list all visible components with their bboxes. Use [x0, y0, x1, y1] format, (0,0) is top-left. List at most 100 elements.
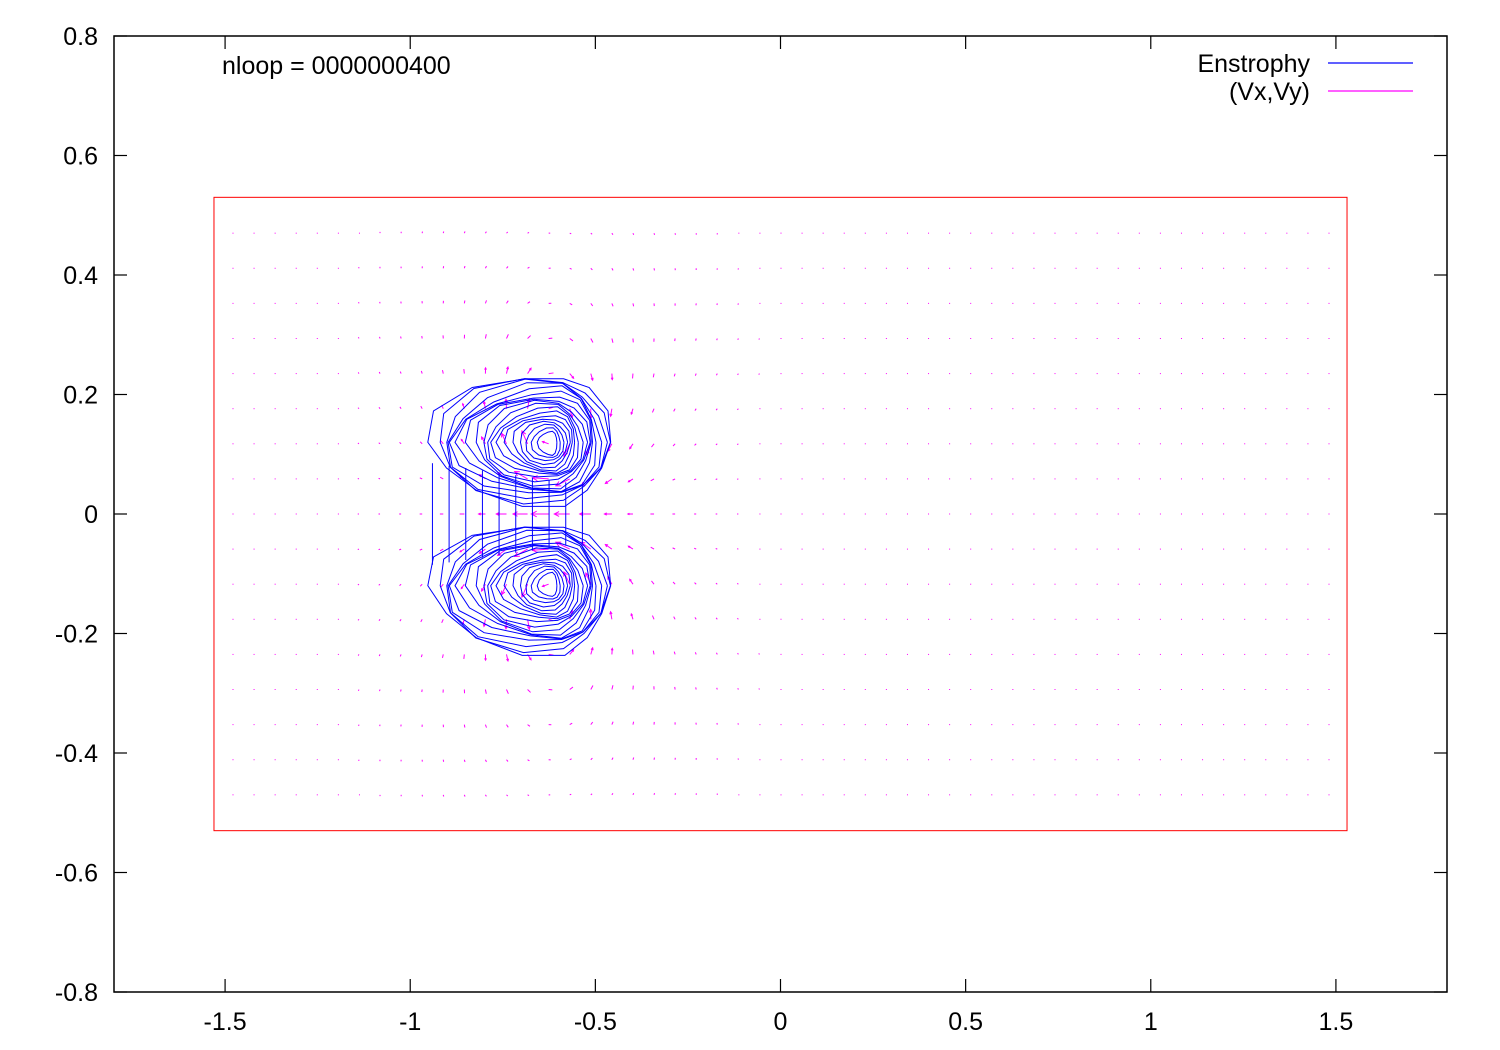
velocity-vector — [632, 757, 635, 760]
enstrophy-contour — [512, 418, 571, 469]
velocity-vector — [527, 266, 530, 269]
velocity-vector — [563, 571, 571, 585]
velocity-vector — [758, 338, 760, 340]
x-tick-label: 1.5 — [1319, 1008, 1354, 1036]
velocity-vector — [506, 366, 509, 374]
velocity-vector — [569, 338, 574, 342]
velocity-vector — [652, 650, 655, 655]
velocity-vector — [484, 759, 487, 763]
velocity-arrowhead — [553, 511, 560, 517]
velocity-vector — [590, 685, 594, 690]
velocity-vector — [736, 443, 739, 446]
velocity-vector — [758, 653, 760, 655]
velocity-vector — [378, 548, 381, 551]
velocity-vector — [400, 689, 402, 692]
velocity-vector — [716, 373, 718, 376]
velocity-vector — [378, 477, 381, 480]
enstrophy-contour — [487, 547, 584, 623]
velocity-vector — [441, 654, 444, 659]
velocity-vector — [378, 619, 381, 621]
velocity-vector — [506, 759, 509, 762]
velocity-arrowhead — [629, 578, 632, 582]
plot-frame — [113, 35, 1448, 993]
velocity-vector — [527, 232, 530, 234]
velocity-vector — [716, 338, 718, 341]
x-tick-label: 1 — [1144, 1008, 1158, 1036]
velocity-vector — [590, 793, 593, 796]
velocity-vector — [439, 476, 444, 480]
velocity-vector — [605, 478, 613, 484]
velocity-vector — [527, 794, 530, 796]
velocity-arrowhead — [609, 610, 613, 615]
enstrophy-contour — [490, 406, 579, 475]
enstrophy-contour — [448, 532, 597, 640]
velocity-vector — [419, 583, 423, 587]
enstrophy-contour — [427, 526, 612, 656]
velocity-vector — [651, 443, 655, 448]
velocity-arrowhead — [604, 543, 609, 548]
velocity-vector — [611, 721, 614, 725]
velocity-vector — [715, 582, 718, 585]
velocity-arrowhead — [526, 625, 531, 631]
velocity-vector — [463, 794, 466, 797]
y-tick-labels: 0.8 0.6 0.4 0.2 0 -0.2 -0.4 -0.6 -0.8 — [55, 23, 98, 1007]
velocity-arrowhead — [461, 402, 465, 406]
velocity-arrowhead — [513, 551, 520, 558]
velocity-arrowhead — [554, 481, 562, 487]
velocity-arrowhead — [484, 366, 487, 370]
velocity-arrowhead — [506, 658, 510, 663]
velocity-vector — [611, 303, 614, 307]
enstrophy-contour — [447, 382, 603, 494]
velocity-vector — [632, 303, 635, 307]
velocity-vector — [357, 689, 360, 691]
velocity-vector — [501, 583, 507, 595]
velocity-vector — [527, 619, 530, 630]
velocity-arrowhead — [528, 657, 532, 661]
velocity-vector — [483, 619, 486, 627]
velocity-arrowhead — [495, 511, 500, 517]
velocity-vector — [694, 443, 697, 446]
velocity-vector — [569, 686, 574, 690]
velocity-vector — [672, 443, 676, 447]
velocity-vector — [463, 368, 465, 374]
velocity-arrowhead — [588, 608, 593, 613]
velocity-vector — [590, 267, 593, 271]
x-tick-label: -0.5 — [574, 1008, 617, 1036]
enstrophy-contour — [427, 378, 612, 507]
velocity-vector — [378, 583, 381, 586]
x-tick-label: -1 — [399, 1008, 421, 1036]
enstrophy-contour — [536, 430, 558, 456]
velocity-vector — [506, 689, 509, 694]
velocity-vector — [672, 547, 676, 550]
velocity-vector — [399, 477, 402, 480]
velocity-arrowhead — [609, 413, 613, 418]
velocity-vector — [590, 232, 593, 235]
velocity-vector — [569, 722, 573, 726]
velocity-vector — [716, 652, 718, 655]
velocity-vector — [506, 724, 509, 728]
y-tick-label: 0.4 — [63, 262, 98, 290]
velocity-arrowhead — [459, 549, 462, 553]
velocity-vector — [532, 548, 549, 551]
velocity-vector — [542, 441, 549, 445]
y-tick-label: -0.4 — [55, 740, 98, 768]
velocity-vector — [715, 548, 718, 550]
velocity-arrowhead — [603, 512, 607, 516]
velocity-vector — [650, 546, 655, 550]
enstrophy-contour — [439, 378, 611, 505]
velocity-vector — [652, 373, 655, 378]
velocity-vector — [694, 617, 697, 620]
y-tick-label: 0 — [84, 501, 98, 529]
velocity-vector — [463, 759, 466, 763]
velocity-vector — [527, 759, 530, 762]
velocity-vector — [569, 408, 573, 418]
nloop-annotation: nloop = 0000000400 — [222, 52, 451, 80]
velocity-vector — [420, 654, 423, 658]
velocity-arrowhead — [478, 550, 482, 554]
enstrophy-contour — [490, 550, 579, 620]
velocity-vector — [611, 268, 614, 271]
enstrophy-contour — [487, 402, 584, 478]
velocity-vector — [716, 687, 718, 690]
enstrophy-contour — [530, 568, 561, 600]
velocity-arrowhead — [513, 470, 520, 477]
